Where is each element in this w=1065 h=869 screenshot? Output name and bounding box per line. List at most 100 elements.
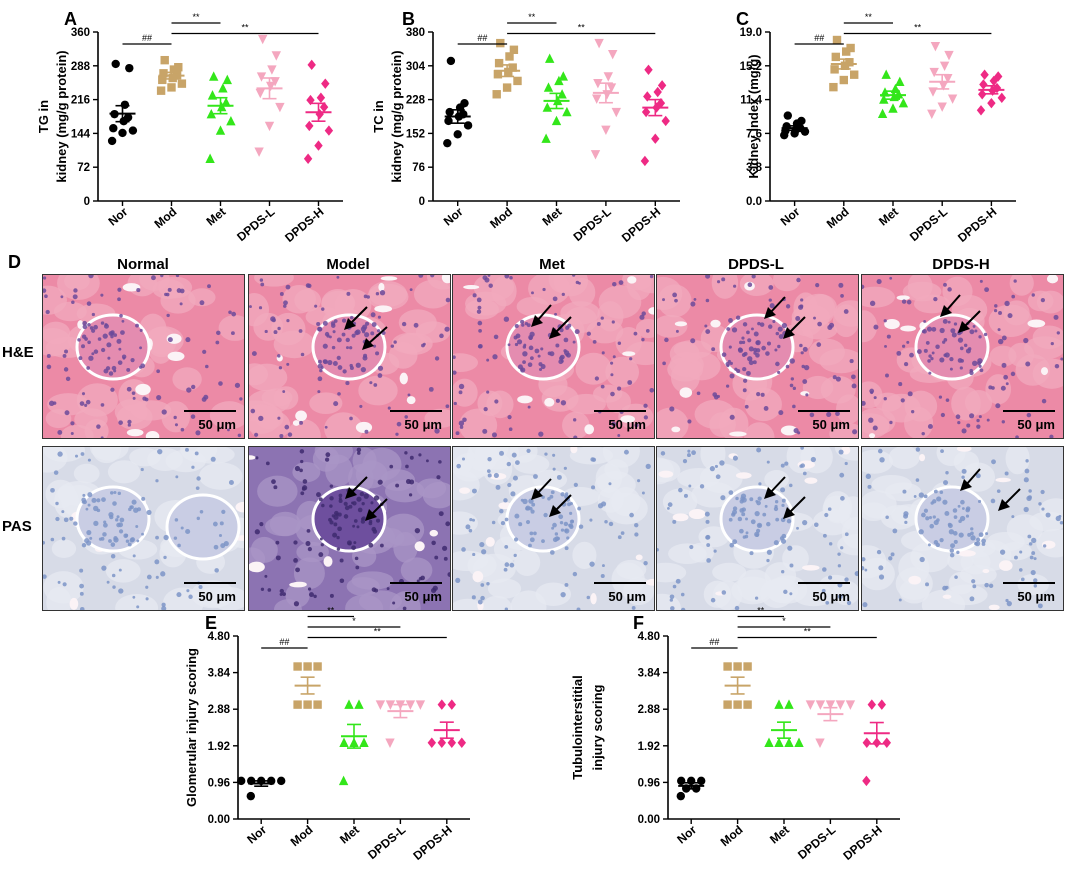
data-point-mod — [829, 82, 838, 92]
scale-bar-label: 50 μm — [404, 417, 442, 432]
x-tick-label-nor: Nor — [778, 204, 803, 228]
data-point-mod — [743, 662, 752, 671]
data-point-met — [217, 101, 227, 112]
scale-bar — [1003, 582, 1055, 584]
data-point-met — [784, 699, 794, 709]
data-point-nor — [796, 123, 805, 133]
data-point-mod — [160, 55, 169, 65]
data-point-nor — [128, 126, 138, 135]
data-point-nor — [446, 56, 456, 66]
scale-bar — [184, 582, 236, 584]
y-axis-label-line-1: TC in — [371, 100, 386, 133]
data-point-dpds-h — [641, 106, 651, 118]
y-tick-label: 3.84 — [638, 668, 661, 680]
data-point-dpds-h — [656, 97, 666, 109]
data-point-dpds-h — [314, 140, 323, 151]
data-point-dpds-h — [447, 699, 456, 710]
he-image-met: 50 μm — [452, 274, 655, 439]
scale-bar — [594, 410, 646, 412]
data-point-dpds-l — [927, 109, 937, 120]
data-point-mod — [172, 70, 182, 80]
data-point-nor — [107, 136, 117, 146]
data-point-met — [359, 737, 369, 747]
data-point-met — [893, 89, 904, 99]
data-point-mod — [832, 35, 842, 45]
x-tick-label-dpds-l: DPDS-L — [234, 205, 277, 244]
y-tick-label: 1.92 — [638, 741, 660, 753]
data-point-dpds-h — [979, 79, 988, 90]
data-point-nor — [677, 776, 686, 786]
tissue-texture — [249, 447, 450, 610]
data-point-nor — [682, 784, 691, 793]
y-tick-label: 0 — [419, 196, 425, 208]
panel-letter-C: C — [736, 9, 749, 29]
tissue-texture — [862, 447, 1063, 610]
x-tick-label-nor: Nor — [674, 822, 699, 846]
data-point-dpds-l — [947, 94, 958, 104]
data-point-met — [562, 106, 572, 117]
significance-label: ** — [528, 12, 536, 22]
data-point-nor — [791, 125, 800, 135]
data-point-dpds-l — [937, 102, 947, 112]
data-point-dpds-h — [457, 737, 466, 748]
data-point-mod — [845, 58, 854, 67]
chart-C: C 0.0 3.8 7.6 11.4 15.2 19.0 Kidney index (mg/g… — [736, 9, 1016, 245]
data-point-dpds-h — [989, 75, 998, 87]
lesion-arrow — [370, 498, 388, 516]
data-point-dpds-h — [303, 153, 313, 164]
data-point-nor — [790, 129, 799, 138]
data-point-met — [226, 115, 236, 126]
data-point-met — [205, 153, 215, 163]
y-tick-label: 4.80 — [638, 631, 660, 643]
x-tick-label-nor: Nor — [106, 204, 131, 228]
data-point-met — [898, 97, 909, 108]
data-point-nor — [111, 59, 120, 69]
arrow-head — [549, 505, 561, 517]
chart-F: F 0.00 0.96 1.92 2.88 3.84 4.80 Tubulointerstit… — [570, 606, 900, 863]
data-point-met — [877, 108, 888, 119]
data-point-nor — [443, 138, 452, 148]
data-point-met — [338, 775, 349, 786]
data-point-dpds-h — [653, 86, 662, 98]
data-point-dpds-h — [447, 737, 456, 748]
data-point-dpds-h — [862, 775, 871, 787]
data-point-met — [890, 83, 901, 94]
scale-bar — [184, 410, 236, 412]
data-point-nor — [676, 791, 685, 801]
panel-letter-D: D — [8, 252, 21, 272]
panel-letter-A: A — [64, 9, 77, 29]
data-point-nor — [237, 776, 246, 786]
tissue-texture — [249, 275, 450, 438]
data-point-dpds-l — [603, 72, 613, 82]
data-point-mod — [502, 83, 512, 92]
lesion-arrow — [367, 326, 388, 345]
column-label-dpds-h: DPDS-H — [932, 256, 990, 273]
data-point-met — [553, 95, 563, 106]
data-point-dpds-l — [602, 90, 612, 100]
chart-A: A 0 72 144 216 288 360 TG in kidney (mg/g protei… — [36, 9, 343, 245]
data-point-met — [558, 71, 568, 81]
data-point-met — [784, 737, 794, 747]
data-point-mod — [513, 76, 522, 86]
arrow-head — [960, 479, 972, 491]
data-point-dpds-h — [994, 71, 1003, 82]
data-point-mod — [723, 700, 732, 709]
x-tick-label-dpds-l: DPDS-L — [795, 823, 838, 862]
lesion-arrow — [349, 306, 368, 325]
x-tick-label-nor: Nor — [441, 204, 466, 228]
data-point-nor — [455, 103, 465, 112]
pas-image-normal: 50 μm — [42, 446, 245, 611]
arrow-head — [958, 321, 970, 333]
scale-bar-label: 50 μm — [608, 589, 646, 604]
data-point-met — [349, 737, 359, 747]
significance-label: ** — [374, 627, 382, 637]
significance-label: * — [352, 616, 356, 626]
pas-image-model: 50 μm — [248, 446, 451, 611]
data-point-dpds-l — [835, 700, 846, 710]
arrow-head — [940, 305, 952, 317]
data-point-dpds-l — [590, 150, 601, 160]
tissue-texture — [453, 275, 654, 438]
data-point-mod — [492, 90, 501, 99]
arrow-head — [365, 509, 377, 521]
x-tick-label-mod: Mod — [288, 823, 316, 850]
